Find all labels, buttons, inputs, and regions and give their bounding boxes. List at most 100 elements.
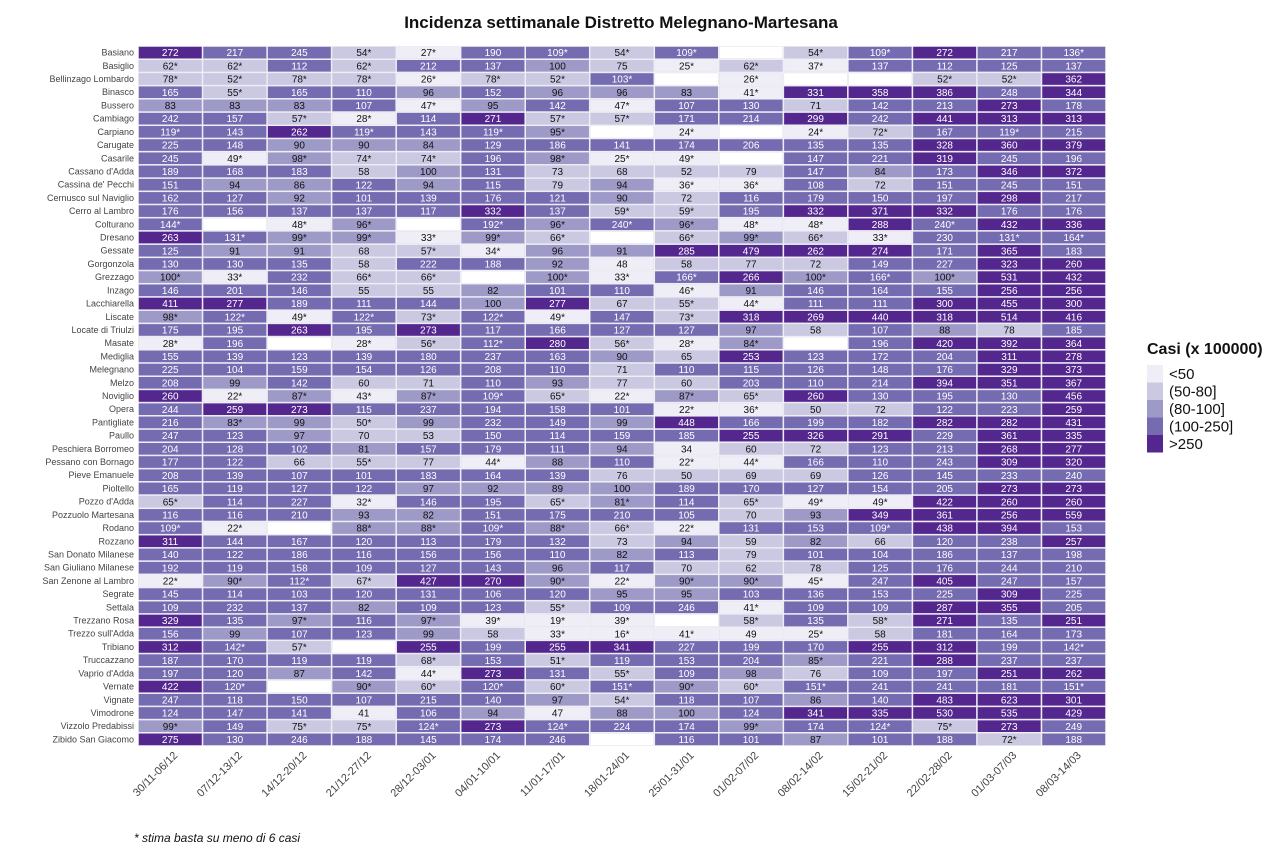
cell-value: 278 (1065, 352, 1082, 363)
cell-value: 47* (614, 101, 629, 112)
cell-value: 67 (616, 299, 628, 310)
heatmap-cell (267, 217, 332, 231)
cell-value: 111 (808, 299, 824, 310)
cell-value: 72 (875, 180, 887, 191)
heatmap-cell (912, 455, 977, 469)
cell-value: 158 (291, 563, 308, 574)
heatmap-cell (525, 732, 590, 746)
cell-value: 116 (162, 510, 178, 521)
heatmap-cell (202, 165, 267, 178)
cell-value: 52* (1002, 75, 1017, 86)
cell-value: 149 (872, 260, 889, 271)
heatmap-cell (267, 574, 332, 588)
cell-value: 62* (163, 61, 178, 72)
cell-value: 530 (936, 709, 953, 720)
cell-value: 100 (549, 61, 566, 72)
cell-value: 176 (1065, 207, 1082, 218)
heatmap-cell (525, 59, 590, 73)
row-label: Vaprio d'Adda (78, 668, 134, 678)
heatmap-cell (654, 138, 719, 152)
heatmap-cell (718, 72, 784, 86)
heatmap-cell (525, 112, 590, 126)
cell-value: 99* (485, 233, 500, 244)
heatmap-cell (654, 482, 719, 495)
heatmap-cell (718, 706, 784, 720)
heatmap-cell (589, 521, 655, 535)
cell-value: 156 (485, 550, 502, 561)
cell-value: 143 (226, 127, 243, 138)
cell-value: 97* (421, 616, 436, 627)
cell-value: 57* (614, 114, 629, 125)
cell-value: 44* (485, 458, 500, 469)
cell-value: 151* (805, 682, 826, 693)
cell-value: 44* (744, 458, 759, 469)
heatmap-cell (783, 402, 848, 416)
heatmap-cell (589, 389, 655, 403)
heatmap-cell (460, 231, 525, 244)
cell-value: 122 (356, 180, 373, 191)
row-label: Binasco (102, 87, 134, 97)
cell-value: 312 (936, 643, 953, 654)
heatmap-cell (138, 521, 203, 535)
heatmap-cell (654, 666, 719, 680)
row-label: Noviglio (102, 391, 134, 401)
cell-value: 106 (485, 590, 502, 601)
cell-value: 77 (746, 260, 758, 271)
cell-value: 240* (934, 220, 955, 231)
heatmap-cell (396, 125, 461, 139)
cell-value: 153 (872, 590, 889, 601)
heatmap-cell (848, 548, 913, 561)
cell-value: 208 (162, 378, 179, 389)
cell-value: 416 (1065, 312, 1082, 323)
heatmap-cell (848, 99, 913, 112)
heatmap-cell (654, 257, 719, 271)
cell-value: 154 (356, 365, 373, 376)
heatmap-cell (848, 125, 913, 139)
heatmap-cell (202, 363, 267, 376)
heatmap-cell (912, 270, 977, 284)
heatmap-cell (977, 429, 1042, 443)
heatmap-cell (138, 165, 203, 178)
cell-value: 136* (1063, 48, 1084, 59)
cell-value: 22* (227, 524, 242, 535)
cell-value: 73* (679, 312, 694, 323)
heatmap-cell (718, 310, 784, 324)
heatmap-cell (396, 46, 461, 60)
row-label: Peschiera Borromeo (52, 444, 134, 454)
heatmap-cell (654, 72, 719, 86)
heatmap-cell (138, 561, 203, 575)
heatmap-cell (718, 653, 784, 667)
cell-value: 68* (421, 656, 436, 667)
heatmap-cell (718, 429, 784, 443)
cell-value: 135 (807, 141, 824, 152)
heatmap-cell (331, 468, 396, 482)
cell-value: 33* (421, 233, 436, 244)
heatmap-cell (460, 521, 525, 535)
heatmap-cell (783, 72, 848, 86)
heatmap-cell (654, 46, 719, 60)
heatmap-cell (848, 693, 913, 707)
heatmap-cell (783, 138, 848, 152)
cell-value: 176 (485, 193, 502, 204)
heatmap-cell (589, 310, 655, 324)
cell-value: 273 (1001, 484, 1018, 495)
cell-value: 147 (807, 154, 824, 165)
heatmap-cell (138, 653, 203, 667)
cell-value: 323 (1001, 260, 1018, 271)
heatmap-cell (331, 653, 396, 667)
heatmap-cell (331, 680, 396, 693)
row-label: Rozzano (98, 536, 134, 546)
cell-value: 360 (1001, 141, 1018, 152)
heatmap-cell (202, 138, 267, 152)
cell-value: 100 (485, 299, 502, 310)
cell-value: 177 (162, 458, 179, 469)
heatmap-cell (202, 297, 267, 310)
cell-value: 65* (744, 392, 759, 403)
heatmap-cell (848, 561, 913, 575)
heatmap-cell (396, 693, 461, 707)
heatmap-cell (783, 46, 848, 60)
column-label: 21/12-27/12 (324, 750, 374, 800)
cell-value: 272 (936, 48, 953, 59)
cell-value: 90 (616, 352, 628, 363)
